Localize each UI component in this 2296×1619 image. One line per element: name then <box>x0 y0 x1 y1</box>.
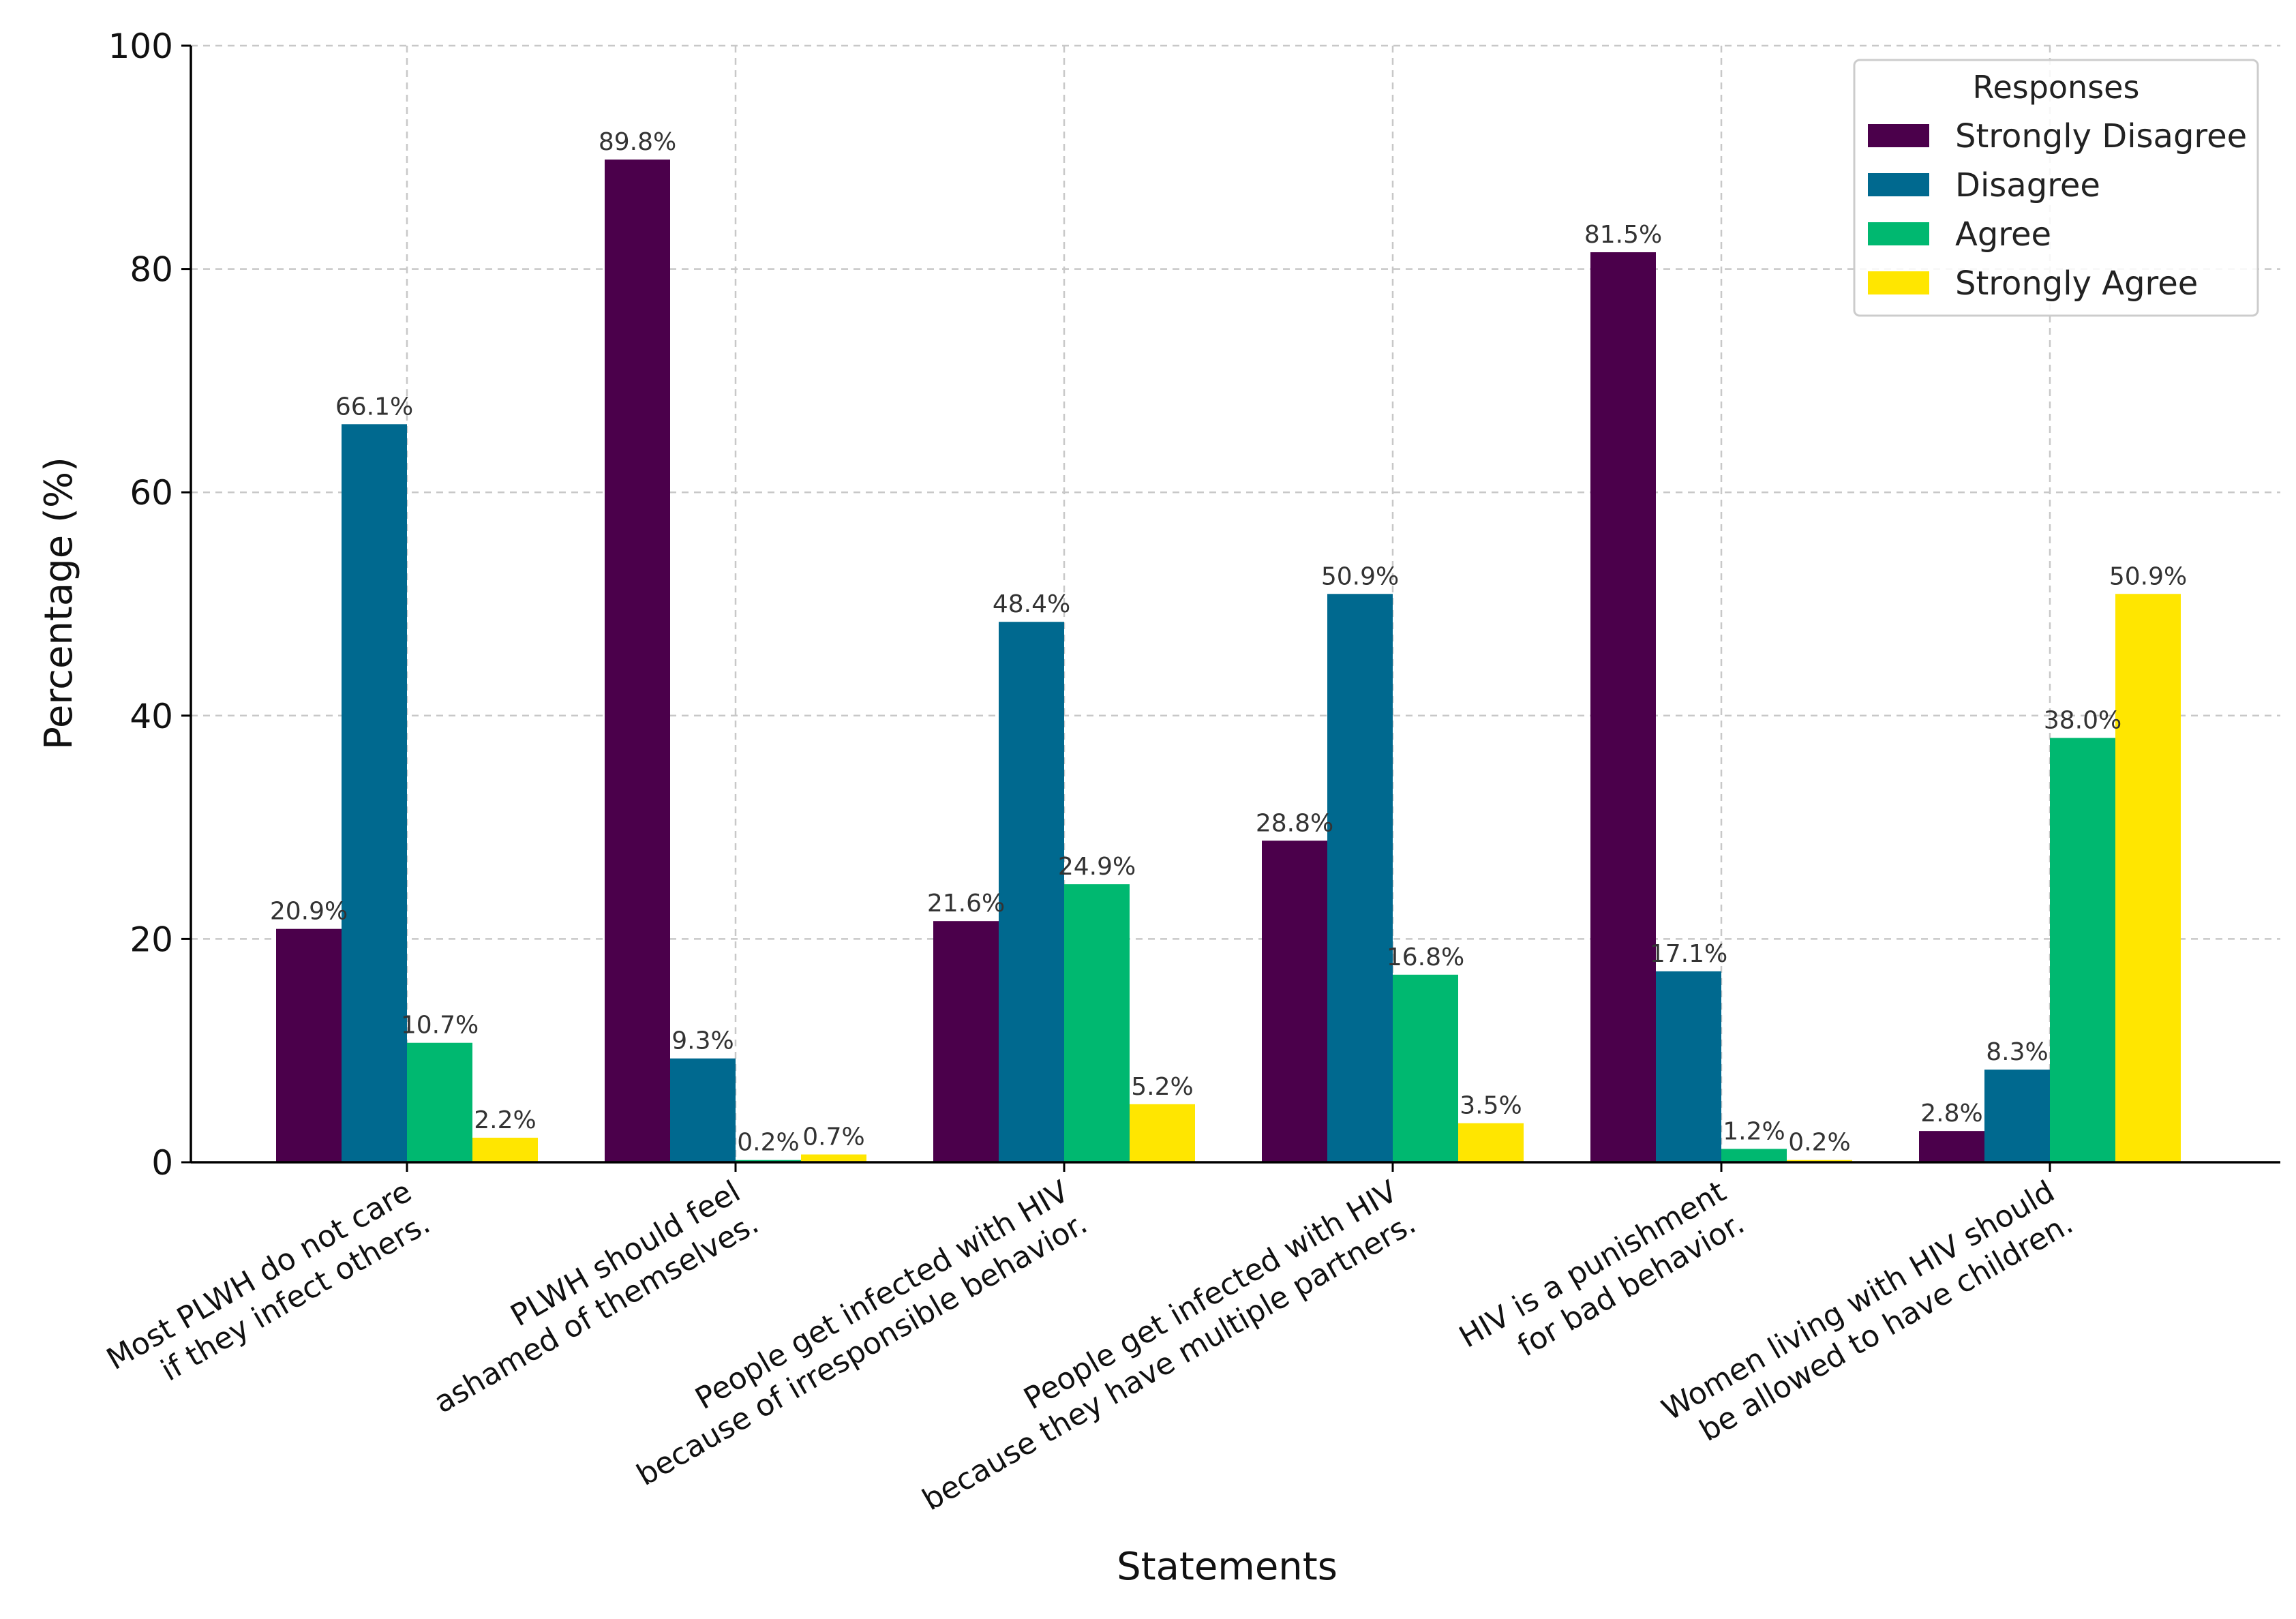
bar-value-label: 24.9% <box>1058 853 1136 881</box>
legend-swatch <box>1868 271 1929 294</box>
legend-label: Strongly Disagree <box>1955 117 2247 155</box>
bar-value-label: 48.4% <box>993 590 1070 618</box>
y-tick-label: 0 <box>151 1143 173 1183</box>
grid-layer <box>191 44 2280 1162</box>
bar-strongly-agree <box>1458 1123 1524 1162</box>
bar-value-label: 2.2% <box>474 1106 536 1134</box>
bar-agree <box>1393 974 1458 1162</box>
legend-label: Agree <box>1955 215 2051 254</box>
bar-strongly-disagree <box>933 921 999 1162</box>
bar-value-label: 0.2% <box>737 1129 799 1157</box>
legend-label: Disagree <box>1955 166 2100 205</box>
y-tick-label: 100 <box>108 27 173 66</box>
bar-disagree <box>999 622 1064 1162</box>
bar-value-label: 0.2% <box>1788 1129 1850 1157</box>
x-tick-label-line: be allowed to have children. <box>1694 1206 2079 1449</box>
bar-strongly-disagree <box>1590 252 1656 1162</box>
legend-swatch <box>1868 173 1929 196</box>
bar-value-label: 3.5% <box>1460 1092 1522 1120</box>
bar-value-label: 89.8% <box>599 128 676 156</box>
bar-strongly-agree <box>2115 594 2181 1162</box>
x-tick-label-line: Most PLWH do not care <box>101 1174 417 1377</box>
bar-strongly-disagree <box>276 928 342 1162</box>
bar-value-label: 17.1% <box>1650 940 1727 968</box>
legend-box <box>1853 59 2259 317</box>
bar-agree <box>1721 1149 1787 1162</box>
y-axis-title: Percentage (%) <box>37 457 81 750</box>
legend-swatch <box>1868 124 1929 147</box>
bar-value-label: 38.0% <box>2044 707 2121 735</box>
bar-agree <box>1064 884 1130 1162</box>
bar-agree <box>2050 738 2115 1162</box>
bar-disagree <box>1984 1070 2050 1162</box>
bar-disagree <box>1656 971 1721 1162</box>
bar-value-label: 50.9% <box>2109 562 2187 590</box>
legend-label: Strongly Agree <box>1955 264 2198 303</box>
x-tick-label: HIV is a punishmentfor bad behavior. <box>1453 1174 1750 1387</box>
bar-agree <box>407 1042 472 1162</box>
x-tick-label: Most PLWH do not careif they infect othe… <box>101 1174 436 1408</box>
legend: Responses Strongly Disagree Disagree Agree S… <box>1853 59 2259 317</box>
bar-value-label: 66.1% <box>335 393 413 421</box>
bar-value-label: 21.6% <box>927 890 1005 918</box>
y-tick-label: 80 <box>130 250 173 290</box>
bar-value-label: 50.9% <box>1321 562 1399 590</box>
y-tick-label: 60 <box>130 473 173 513</box>
y-tick-label: 20 <box>130 920 173 959</box>
bar-value-label: 8.3% <box>1986 1038 2048 1066</box>
bar-strongly-disagree <box>605 160 670 1162</box>
bar-value-label: 20.9% <box>270 898 348 926</box>
bar-value-label: 0.7% <box>802 1123 864 1151</box>
x-tick-label-line: because they have multiple partners. <box>917 1206 1422 1517</box>
bar-value-label: 10.7% <box>401 1012 479 1040</box>
legend-swatch <box>1868 222 1929 245</box>
bar-value-label: 5.2% <box>1131 1073 1193 1101</box>
bar-value-label: 81.5% <box>1584 221 1662 249</box>
bar-strongly-agree <box>1130 1104 1195 1162</box>
x-axis-title: Statements <box>1117 1545 1338 1589</box>
bar-strongly-agree <box>801 1154 866 1162</box>
bar-disagree <box>342 424 407 1162</box>
bar-value-label: 16.8% <box>1387 943 1464 971</box>
bar-disagree <box>1327 594 1393 1162</box>
bar-strongly-disagree <box>1919 1131 1984 1162</box>
bar-value-label: 2.8% <box>1920 1100 1982 1128</box>
bars-layer <box>276 160 2181 1162</box>
bar-strongly-agree <box>472 1137 538 1162</box>
data-labels-layer: 20.9% 89.8% 21.6% 28.8% 81.5% 2.8% 66.1% 9.3% 48… <box>270 128 2187 1157</box>
bar-value-label: 28.8% <box>1256 809 1333 837</box>
bar-disagree <box>670 1058 736 1162</box>
bar-value-label: 1.2% <box>1723 1117 1785 1145</box>
bar-value-label: 9.3% <box>671 1027 734 1055</box>
bar-strongly-disagree <box>1262 841 1327 1162</box>
y-tick-label: 40 <box>130 697 173 736</box>
legend-title: Responses <box>1973 69 2140 106</box>
